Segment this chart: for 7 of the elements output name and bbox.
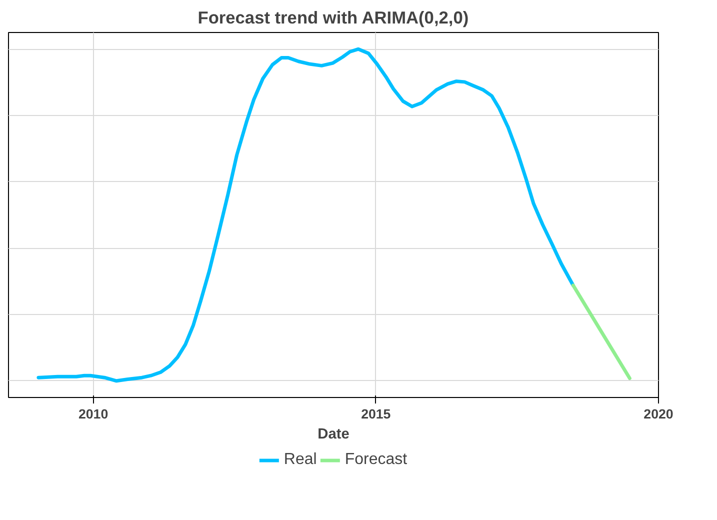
x-tick-label: 2015 <box>361 406 392 422</box>
x-axis-title: Date <box>318 426 350 442</box>
legend-label: Real <box>284 451 317 469</box>
legend-label: Forecast <box>344 451 408 469</box>
chart-title: Forecast trend with ARIMA(0,2,0) <box>198 8 469 28</box>
x-tick-label: 2010 <box>78 406 108 422</box>
x-tick-label: 2020 <box>644 406 674 422</box>
